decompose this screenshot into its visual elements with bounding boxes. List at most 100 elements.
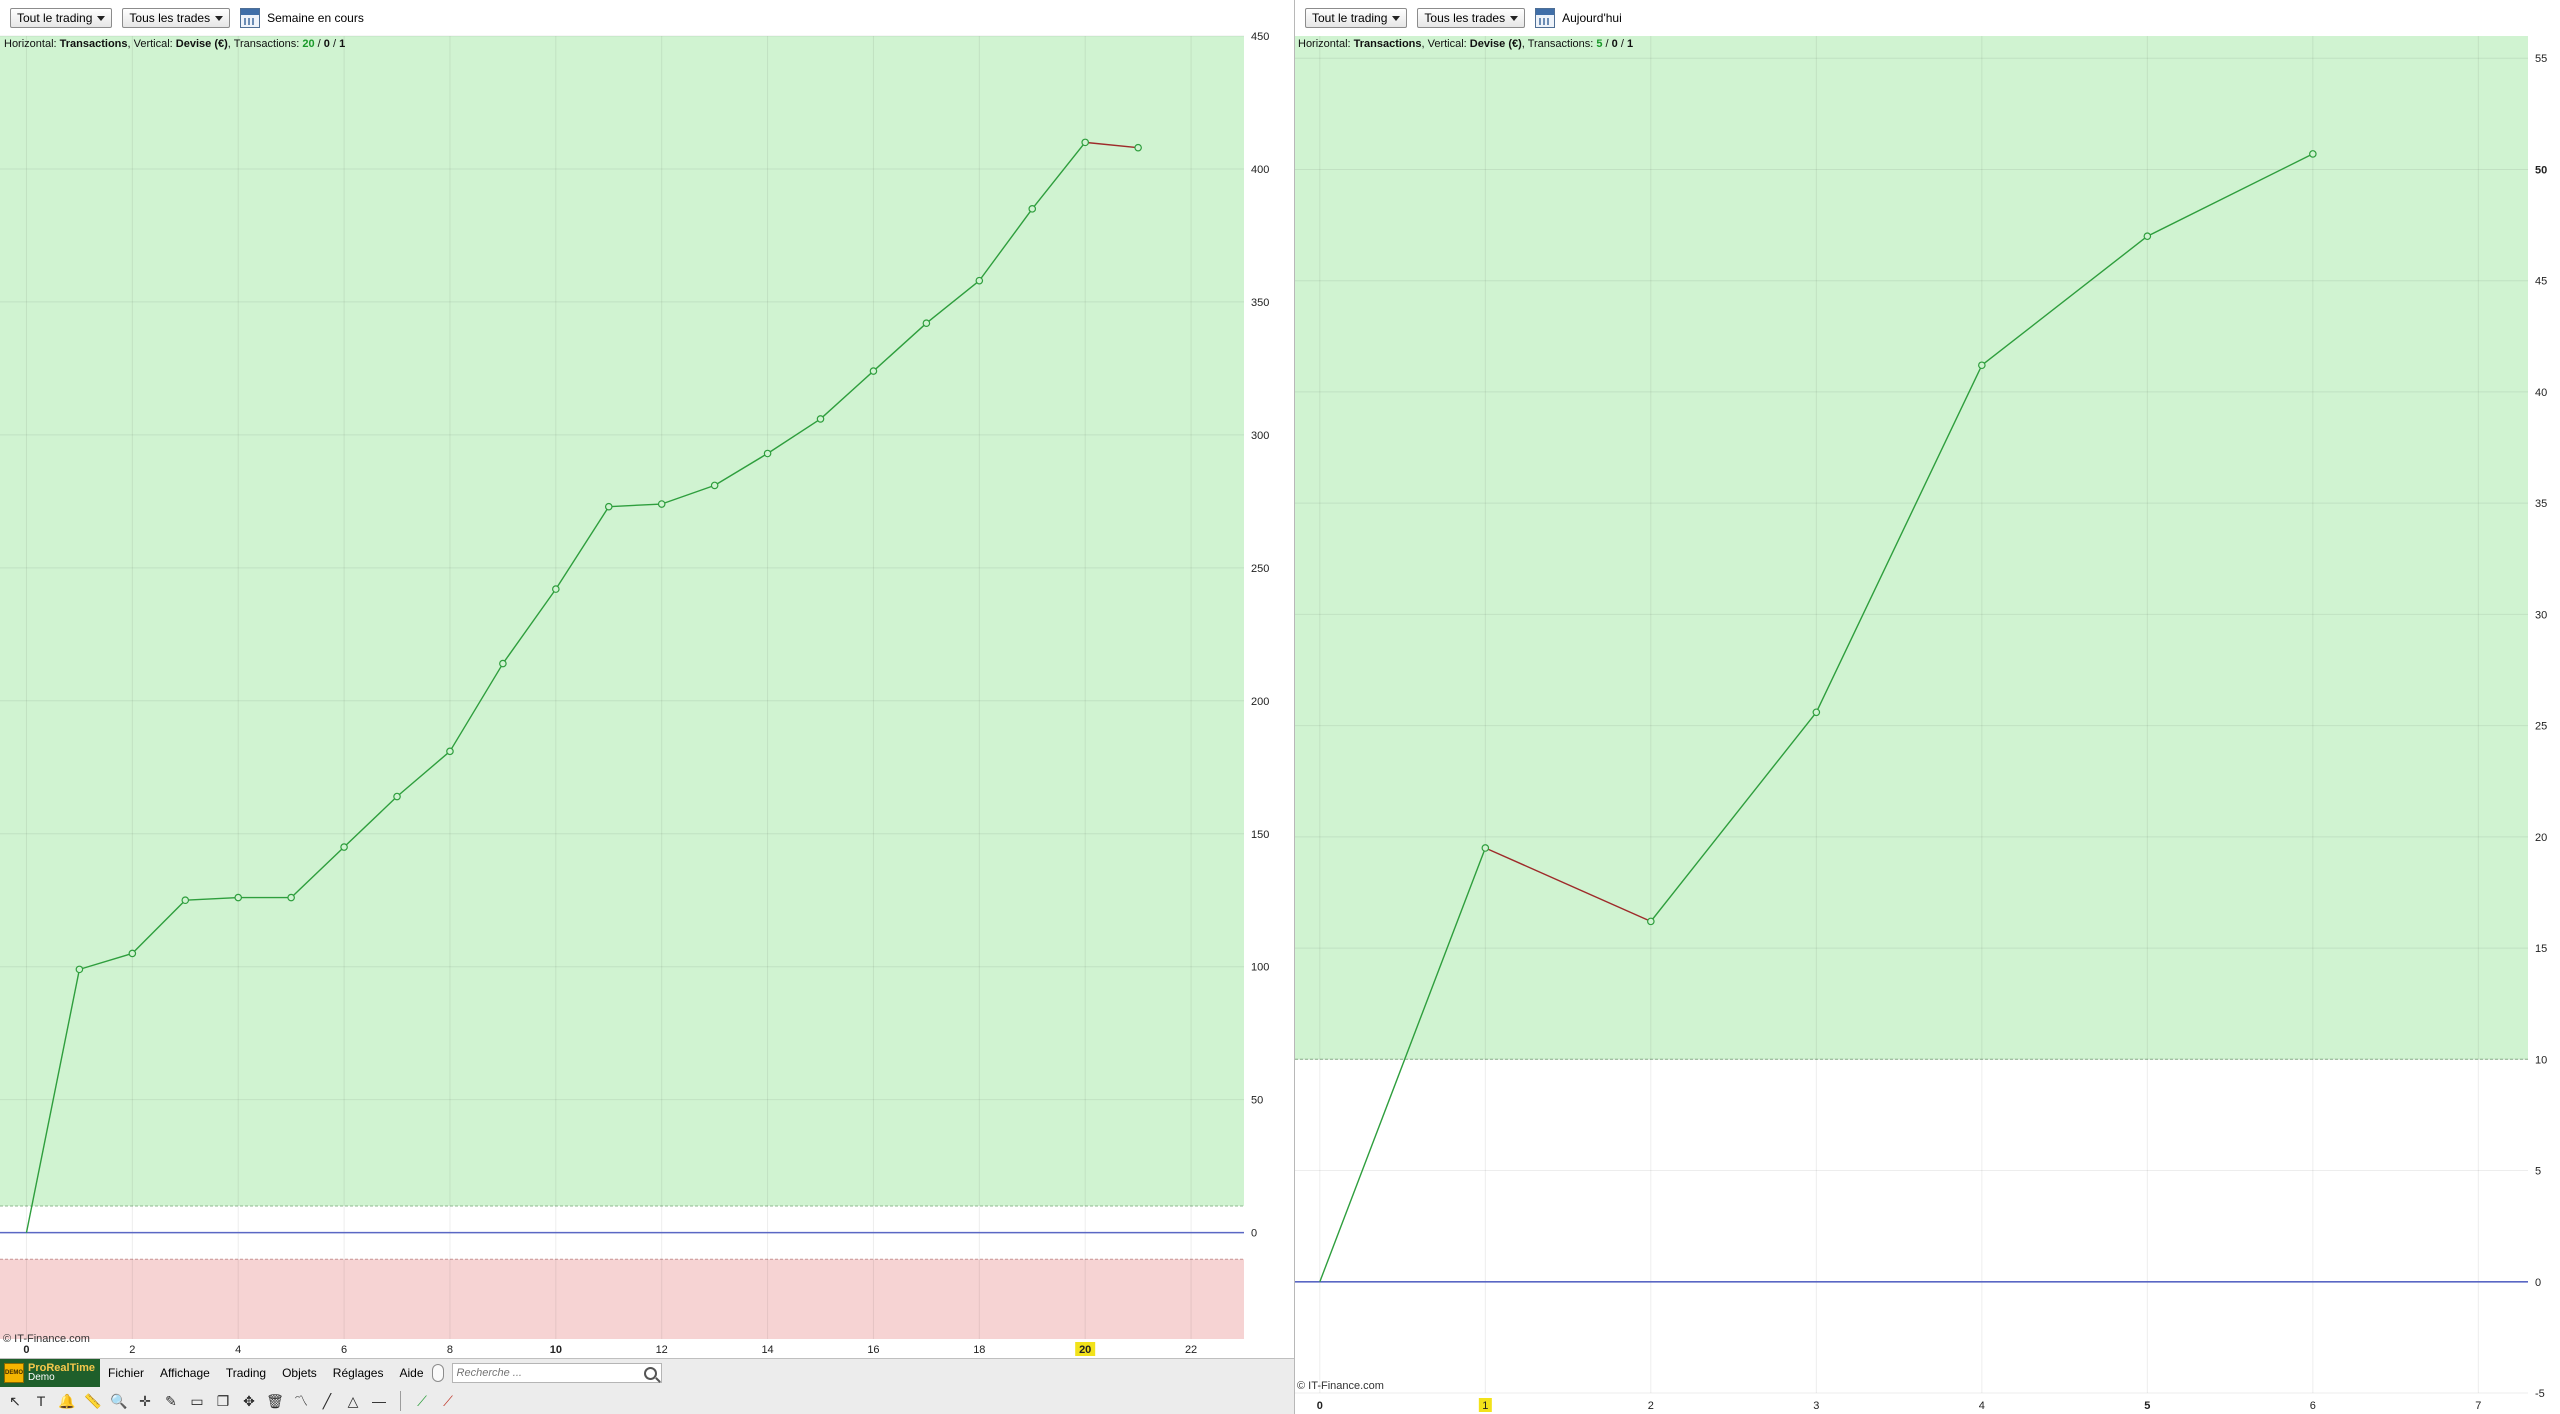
ruler-icon[interactable]: 📏	[84, 1392, 102, 1409]
trade-point	[1812, 708, 1821, 717]
chevron-down-icon	[1510, 15, 1519, 21]
horizontal-line-icon[interactable]: —	[372, 1393, 386, 1409]
application-bar: DEMO ProRealTime Demo Fichier Affichage …	[0, 1358, 1294, 1414]
chevron-down-icon	[215, 15, 224, 21]
trade-point	[2309, 150, 2317, 158]
brand[interactable]: DEMO ProRealTime Demo	[0, 1359, 100, 1387]
menu-trading[interactable]: Trading	[225, 1366, 267, 1380]
trade-point	[1647, 917, 1655, 926]
text-icon[interactable]: T	[36, 1393, 46, 1409]
left-copyright: © IT-Finance.com	[3, 1333, 90, 1345]
rectangle-icon[interactable]: ▭	[190, 1392, 204, 1409]
trade-point	[128, 949, 137, 958]
x-tick-label: 7	[2475, 1400, 2481, 1412]
y-tick-label: 30	[2535, 609, 2547, 621]
brand-subtitle: Demo	[28, 1372, 55, 1383]
right-chart-toolbar: Tout le trading Tous les trades Aujourd'…	[1295, 0, 2560, 36]
crosshair-icon[interactable]: ✛	[139, 1392, 151, 1409]
sell-order-icon[interactable]: ⟋	[443, 1392, 453, 1409]
menu-affichage[interactable]: Affichage	[160, 1366, 210, 1380]
trade-point	[816, 415, 825, 423]
y-tick-label: -5	[2535, 1388, 2545, 1400]
loss-zone	[0, 1259, 1244, 1339]
calendar-icon[interactable]	[1535, 8, 1556, 28]
trade-point	[922, 319, 931, 327]
menu-reglages[interactable]: Réglages	[332, 1366, 384, 1380]
x-tick-label: 1	[1482, 1400, 1488, 1412]
menu-aide[interactable]: Aide	[399, 1366, 424, 1380]
x-tick-label: 4	[235, 1344, 241, 1356]
left-chart-toolbar: Tout le trading Tous les trades Semaine …	[0, 0, 1294, 36]
winning-trade-segment	[820, 370, 874, 420]
winning-trade-segment	[1319, 847, 1486, 1283]
info-win-count: 20	[302, 38, 314, 50]
x-tick-label: 5	[2144, 1400, 2150, 1412]
y-tick-label: 450	[1251, 31, 1269, 43]
line-icon[interactable]: ╱	[322, 1392, 332, 1409]
copy-icon[interactable]: ❐	[216, 1392, 230, 1409]
indicator-icon[interactable]: 〽	[294, 1393, 308, 1409]
info-vertical-value: Devise (€)	[176, 38, 228, 50]
search-input[interactable]	[456, 1367, 640, 1379]
winning-trade-segment	[608, 503, 662, 508]
x-tick-label: 3	[1813, 1400, 1819, 1412]
x-tick-label: 0	[23, 1344, 29, 1356]
info-separator: /	[1603, 38, 1612, 50]
search-icon[interactable]	[643, 1366, 657, 1380]
right-period-selector[interactable]: Aujourd'hui	[1535, 8, 1622, 28]
trade-point	[287, 893, 295, 902]
x-tick-label: 6	[341, 1344, 347, 1356]
right-trades-dropdown[interactable]: Tous les trades	[1417, 8, 1526, 28]
pointer-icon[interactable]: ↖	[9, 1392, 21, 1409]
x-tick-label: 0	[1317, 1400, 1323, 1412]
menu-fichier[interactable]: Fichier	[108, 1366, 145, 1380]
right-scope-dropdown[interactable]: Tout le trading	[1305, 8, 1408, 28]
left-trades-dropdown[interactable]: Tous les trades	[122, 8, 231, 28]
info-horizontal-value: Transactions	[1354, 38, 1422, 50]
menu-objets[interactable]: Objets	[282, 1366, 317, 1380]
winning-trade-segment	[185, 896, 239, 901]
trash-icon[interactable]: 🗑	[266, 1392, 284, 1409]
buy-order-icon[interactable]: ⟋	[417, 1392, 427, 1409]
info-loss-count: 1	[1627, 38, 1633, 50]
winning-trade-segment	[290, 846, 345, 899]
winning-trade-segment	[555, 506, 610, 590]
chevron-down-icon	[97, 15, 106, 21]
fibonacci-icon[interactable]: △	[347, 1392, 359, 1409]
winning-trade-segment	[131, 899, 186, 954]
trade-point	[75, 965, 84, 974]
winning-trade-segment	[79, 952, 133, 971]
left-scope-dropdown[interactable]: Tout le trading	[10, 8, 113, 28]
x-tick-highlight	[1478, 1398, 1492, 1412]
y-tick-label: 0	[1251, 1228, 1257, 1240]
winning-trade-segment	[1650, 711, 1817, 922]
x-tick-label: 20	[1079, 1344, 1091, 1356]
info-win-count: 5	[1596, 38, 1602, 50]
trade-point	[710, 481, 719, 490]
x-tick-label: 12	[656, 1344, 668, 1356]
trade-point	[181, 896, 190, 905]
winning-trade-segment	[2147, 153, 2314, 237]
x-tick-label: 4	[1979, 1400, 1985, 1412]
x-tick-label: 22	[1185, 1344, 1197, 1356]
draw-icon[interactable]: ✎	[165, 1392, 177, 1409]
drag-handle-icon[interactable]	[431, 1364, 444, 1382]
chevron-down-icon	[1392, 15, 1401, 21]
left-period-selector[interactable]: Semaine en cours	[240, 8, 364, 28]
y-tick-label: 20	[2535, 832, 2547, 844]
alert-bell-icon[interactable]: 🔔	[58, 1392, 76, 1409]
zoom-icon[interactable]: 🔍	[110, 1392, 128, 1409]
y-tick-label: 100	[1251, 962, 1269, 974]
y-tick-label: 55	[2535, 53, 2547, 65]
calendar-icon[interactable]	[240, 8, 261, 28]
y-tick-label: 0	[2535, 1277, 2541, 1289]
x-tick-label: 18	[973, 1344, 985, 1356]
winning-trade-segment	[714, 452, 768, 487]
y-tick-label: 50	[2535, 164, 2547, 176]
trade-point	[1134, 143, 1142, 152]
y-tick-label: 10	[2535, 1054, 2547, 1066]
move-icon[interactable]: ✥	[243, 1392, 255, 1409]
